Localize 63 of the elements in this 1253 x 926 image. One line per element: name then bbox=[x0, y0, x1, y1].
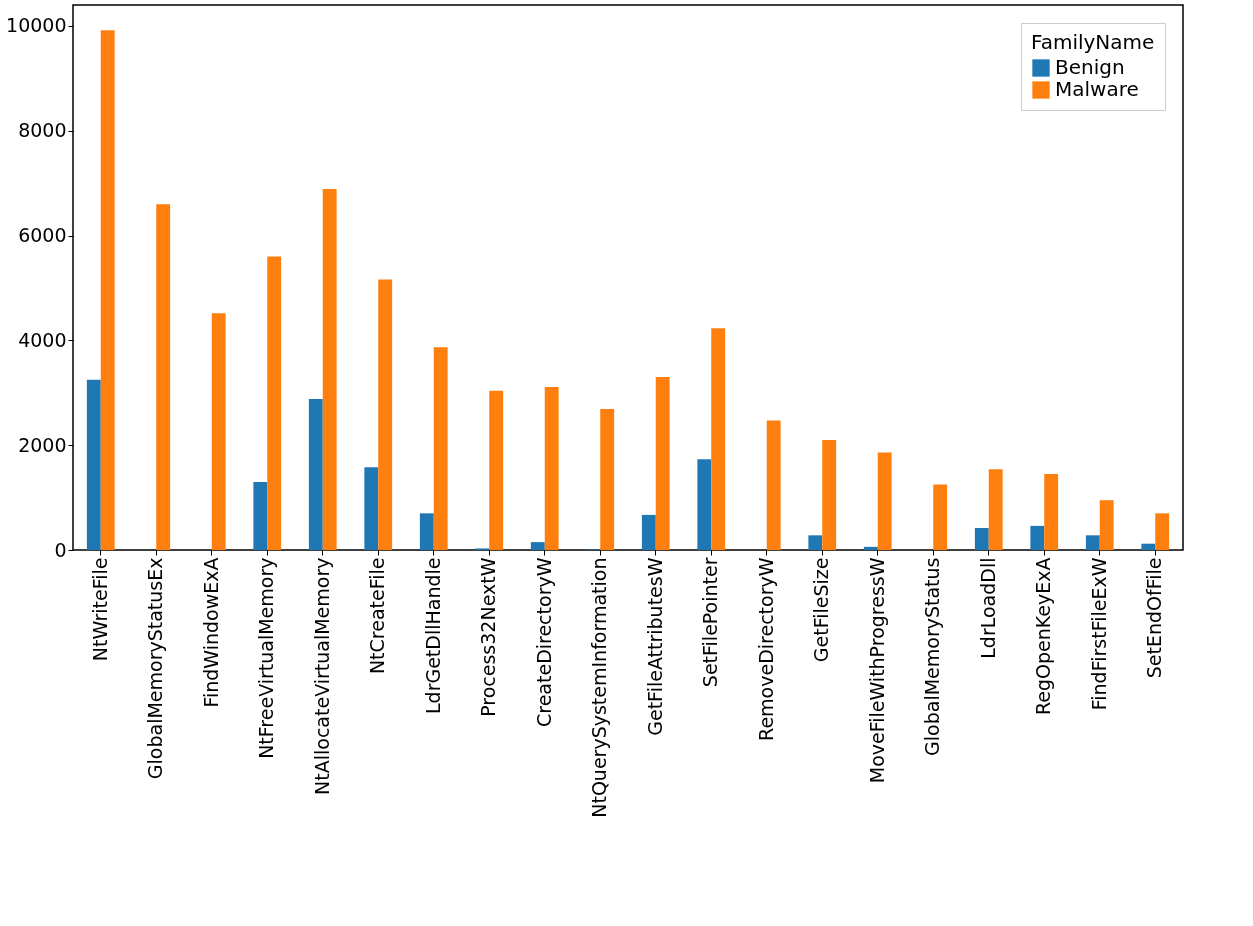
x-tick-label: CreateDirectoryW bbox=[532, 557, 555, 727]
legend-label: Benign bbox=[1055, 55, 1125, 79]
bar bbox=[697, 459, 712, 550]
legend-title: FamilyName bbox=[1031, 30, 1155, 54]
x-tick-label: LdrGetDllHandle bbox=[421, 557, 444, 715]
x-tick-label: NtQuerySystemInformation bbox=[588, 557, 611, 818]
y-tick-label: 4000 bbox=[18, 328, 67, 351]
bar bbox=[530, 542, 545, 550]
x-tick-label: NtWriteFile bbox=[88, 557, 111, 662]
bar bbox=[211, 313, 226, 550]
x-tick-label: GetFileSize bbox=[810, 557, 833, 663]
bar bbox=[253, 481, 268, 550]
bar bbox=[364, 467, 379, 550]
bar bbox=[544, 387, 559, 550]
x-tick-label: NtFreeVirtualMemory bbox=[255, 557, 278, 759]
x-tick-label: FindFirstFileExW bbox=[1087, 557, 1110, 711]
bar bbox=[433, 347, 448, 550]
bar bbox=[489, 390, 504, 550]
bar bbox=[711, 328, 726, 550]
y-tick-label: 2000 bbox=[18, 433, 67, 456]
bar bbox=[156, 204, 171, 550]
y-tick-label: 0 bbox=[54, 538, 67, 561]
bar bbox=[1099, 500, 1114, 550]
legend-label: Malware bbox=[1055, 77, 1139, 101]
bar bbox=[378, 279, 393, 550]
x-tick-label: NtCreateFile bbox=[366, 557, 389, 675]
bar bbox=[655, 377, 670, 550]
bar bbox=[1155, 513, 1170, 550]
bar bbox=[600, 409, 615, 550]
bar bbox=[1141, 543, 1156, 550]
bar bbox=[100, 30, 115, 550]
x-tick-label: FindWindowExA bbox=[199, 557, 222, 708]
x-tick-label: SetEndOfFile bbox=[1143, 557, 1166, 679]
y-tick-label: 6000 bbox=[18, 224, 67, 247]
x-tick-label: GlobalMemoryStatusEx bbox=[144, 557, 167, 780]
x-tick-label: SetFilePointer bbox=[699, 557, 722, 688]
y-tick-label: 10000 bbox=[6, 14, 67, 37]
x-tick-label: GlobalMemoryStatus bbox=[921, 557, 944, 756]
bar bbox=[974, 527, 989, 550]
bar bbox=[933, 484, 948, 550]
bar bbox=[1044, 474, 1059, 550]
bar bbox=[863, 546, 878, 550]
bar bbox=[808, 535, 823, 550]
y-tick-label: 8000 bbox=[18, 119, 67, 142]
bar bbox=[822, 439, 837, 550]
bar bbox=[877, 452, 892, 550]
bar bbox=[86, 379, 101, 550]
bar bbox=[322, 188, 337, 550]
bar bbox=[1085, 535, 1100, 550]
x-tick-label: NtAllocateVirtualMemory bbox=[310, 557, 333, 795]
x-tick-label: GetFileAttributesW bbox=[643, 557, 666, 736]
bar bbox=[419, 513, 434, 550]
bar bbox=[1030, 525, 1045, 550]
x-tick-label: Process32NextW bbox=[477, 557, 500, 717]
x-tick-label: MoveFileWithProgressW bbox=[865, 557, 888, 784]
bar bbox=[308, 399, 323, 550]
x-tick-label: RegOpenKeyExA bbox=[1032, 557, 1055, 716]
x-tick-label: LdrLoadDll bbox=[976, 557, 999, 659]
bar bbox=[267, 256, 282, 550]
x-tick-label: RemoveDirectoryW bbox=[754, 557, 777, 741]
bar bbox=[988, 469, 1003, 550]
bar bbox=[766, 420, 781, 550]
bar bbox=[641, 514, 656, 550]
